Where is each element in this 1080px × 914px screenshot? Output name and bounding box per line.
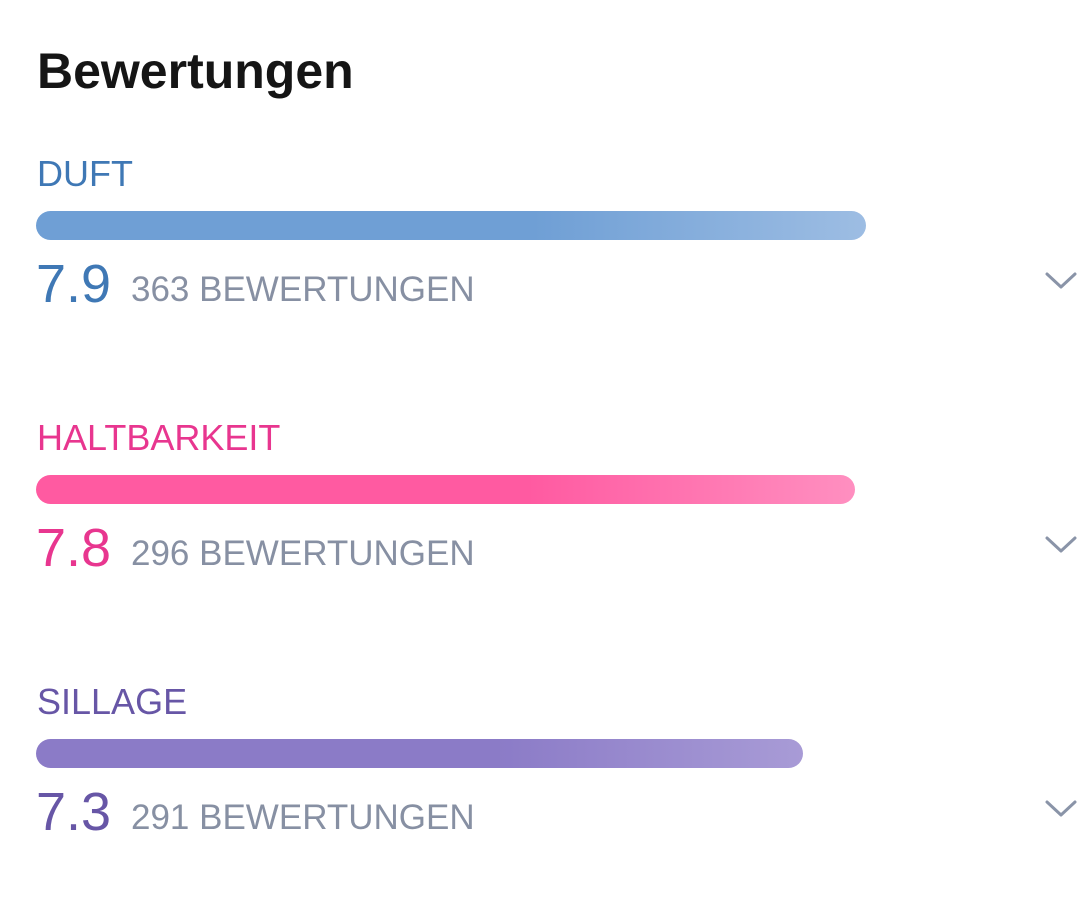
rating-label: SILLAGE xyxy=(37,681,188,722)
rating-label: HALTBARKEIT xyxy=(37,417,281,458)
rating-score: 7.8 xyxy=(36,518,112,578)
rating-bar xyxy=(36,211,866,240)
rating-bar xyxy=(36,475,855,504)
rating-count: 291 BEWERTUNGEN xyxy=(131,798,475,837)
chevron-icon xyxy=(1045,272,1077,289)
expand-chevron[interactable] xyxy=(1044,798,1078,825)
rating-label: DUFT xyxy=(37,153,133,194)
expand-chevron[interactable] xyxy=(1044,534,1078,561)
rating-bar xyxy=(36,739,803,768)
rating-count: 363 BEWERTUNGEN xyxy=(131,270,475,309)
section-title: Bewertungen xyxy=(37,43,354,99)
rating-score: 7.9 xyxy=(36,254,112,314)
expand-chevron[interactable] xyxy=(1044,270,1078,297)
rating-score: 7.3 xyxy=(36,782,112,842)
chevron-icon xyxy=(1045,800,1077,817)
chevron-icon xyxy=(1045,536,1077,553)
rating-count: 296 BEWERTUNGEN xyxy=(131,534,475,573)
